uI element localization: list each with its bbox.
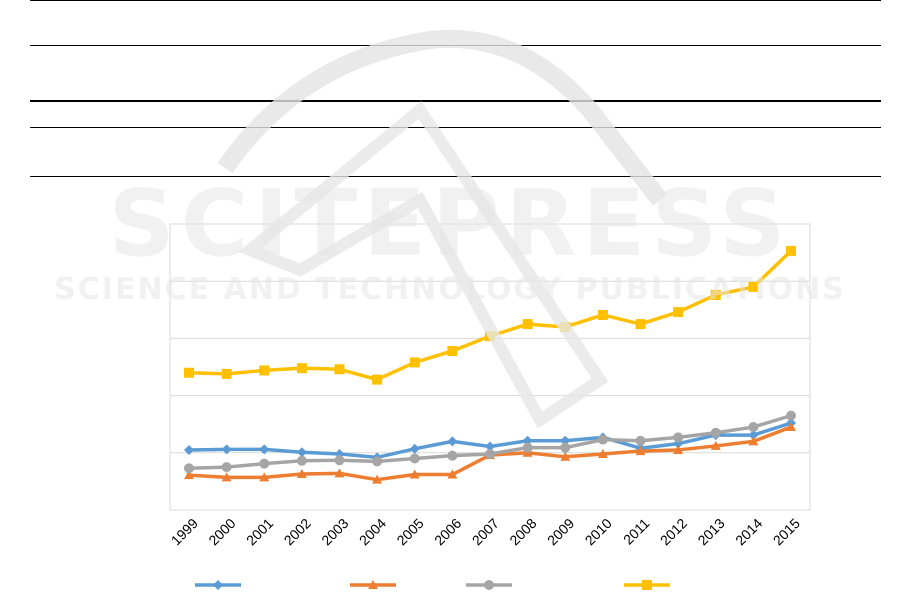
data-point	[522, 319, 533, 330]
data-point	[597, 434, 608, 445]
series-line	[188, 249, 793, 382]
data-point	[184, 470, 194, 480]
data-point	[409, 443, 420, 454]
rule-top	[30, 0, 881, 1]
data-point	[259, 458, 270, 469]
data-point	[560, 321, 571, 332]
x-tick-label: 2004	[356, 515, 389, 548]
data-point	[597, 448, 608, 458]
data-point	[522, 435, 533, 446]
data-point	[184, 463, 194, 474]
x-tick-label: 2008	[506, 515, 539, 548]
x-tick-label: 2013	[694, 515, 727, 548]
data-point	[748, 436, 759, 446]
data-point	[447, 469, 458, 479]
data-point	[597, 309, 608, 320]
data-point	[296, 447, 307, 458]
x-tick-label: 2014	[732, 515, 765, 548]
data-point	[635, 446, 646, 456]
x-tick-label: 2006	[431, 515, 464, 548]
x-tick-label: 2012	[657, 515, 690, 548]
x-tick-label: 2001	[243, 515, 276, 548]
data-point	[635, 319, 646, 330]
x-tick-label: 2009	[544, 515, 577, 548]
data-point	[710, 289, 721, 300]
data-point	[748, 281, 759, 292]
data-point	[334, 364, 345, 375]
data-point	[560, 451, 571, 461]
data-point	[259, 365, 270, 376]
data-point	[184, 367, 194, 378]
data-point	[673, 307, 684, 318]
data-point	[786, 245, 796, 256]
data-point	[184, 444, 194, 455]
data-point	[673, 432, 684, 443]
data-point	[635, 435, 646, 446]
data-point	[221, 444, 232, 455]
x-tick-labels: 1999 2000 2001 2002 2003 2004 2005 2006 2007 2008…	[168, 515, 803, 548]
data-point	[296, 455, 307, 466]
legend-marker	[213, 580, 223, 590]
data-point	[786, 410, 796, 421]
data-point	[560, 442, 571, 453]
data-point	[786, 422, 796, 432]
x-tick-label: 2000	[205, 515, 238, 548]
legend	[195, 580, 670, 590]
data-point	[372, 374, 383, 385]
data-point	[296, 363, 307, 374]
data-point	[560, 435, 571, 446]
data-point	[221, 368, 232, 379]
data-point	[485, 441, 495, 452]
x-tick-label: 2015	[770, 515, 803, 548]
data-point	[334, 455, 345, 466]
data-point	[372, 456, 383, 467]
data-point	[409, 453, 420, 464]
data-point	[221, 472, 232, 482]
data-point	[447, 345, 458, 356]
data-point	[296, 468, 307, 478]
data-point	[447, 450, 458, 461]
data-point	[673, 444, 684, 454]
data-point	[485, 448, 495, 459]
data-point	[259, 472, 270, 482]
data-point	[409, 469, 420, 479]
x-tick-label: 1999	[168, 515, 201, 548]
data-point	[485, 331, 495, 342]
data-point	[522, 442, 533, 453]
x-tick-label: 2003	[318, 515, 351, 548]
data-point	[748, 430, 759, 441]
x-tick-label: 2011	[620, 515, 653, 548]
x-tick-label: 2005	[393, 515, 426, 548]
data-point	[259, 444, 270, 455]
legend-marker	[642, 580, 652, 590]
data-point	[710, 440, 721, 450]
data-point	[372, 474, 383, 484]
data-point	[409, 357, 420, 368]
data-point	[447, 436, 458, 447]
data-point	[710, 427, 721, 438]
data-point	[748, 422, 759, 433]
data-point	[221, 462, 232, 473]
legend-marker	[484, 580, 494, 590]
x-tick-label: 2010	[582, 515, 615, 548]
x-tick-label: 2002	[281, 515, 314, 548]
data-point	[334, 468, 345, 478]
x-tick-label: 2007	[469, 515, 502, 548]
legend-marker	[368, 580, 378, 589]
